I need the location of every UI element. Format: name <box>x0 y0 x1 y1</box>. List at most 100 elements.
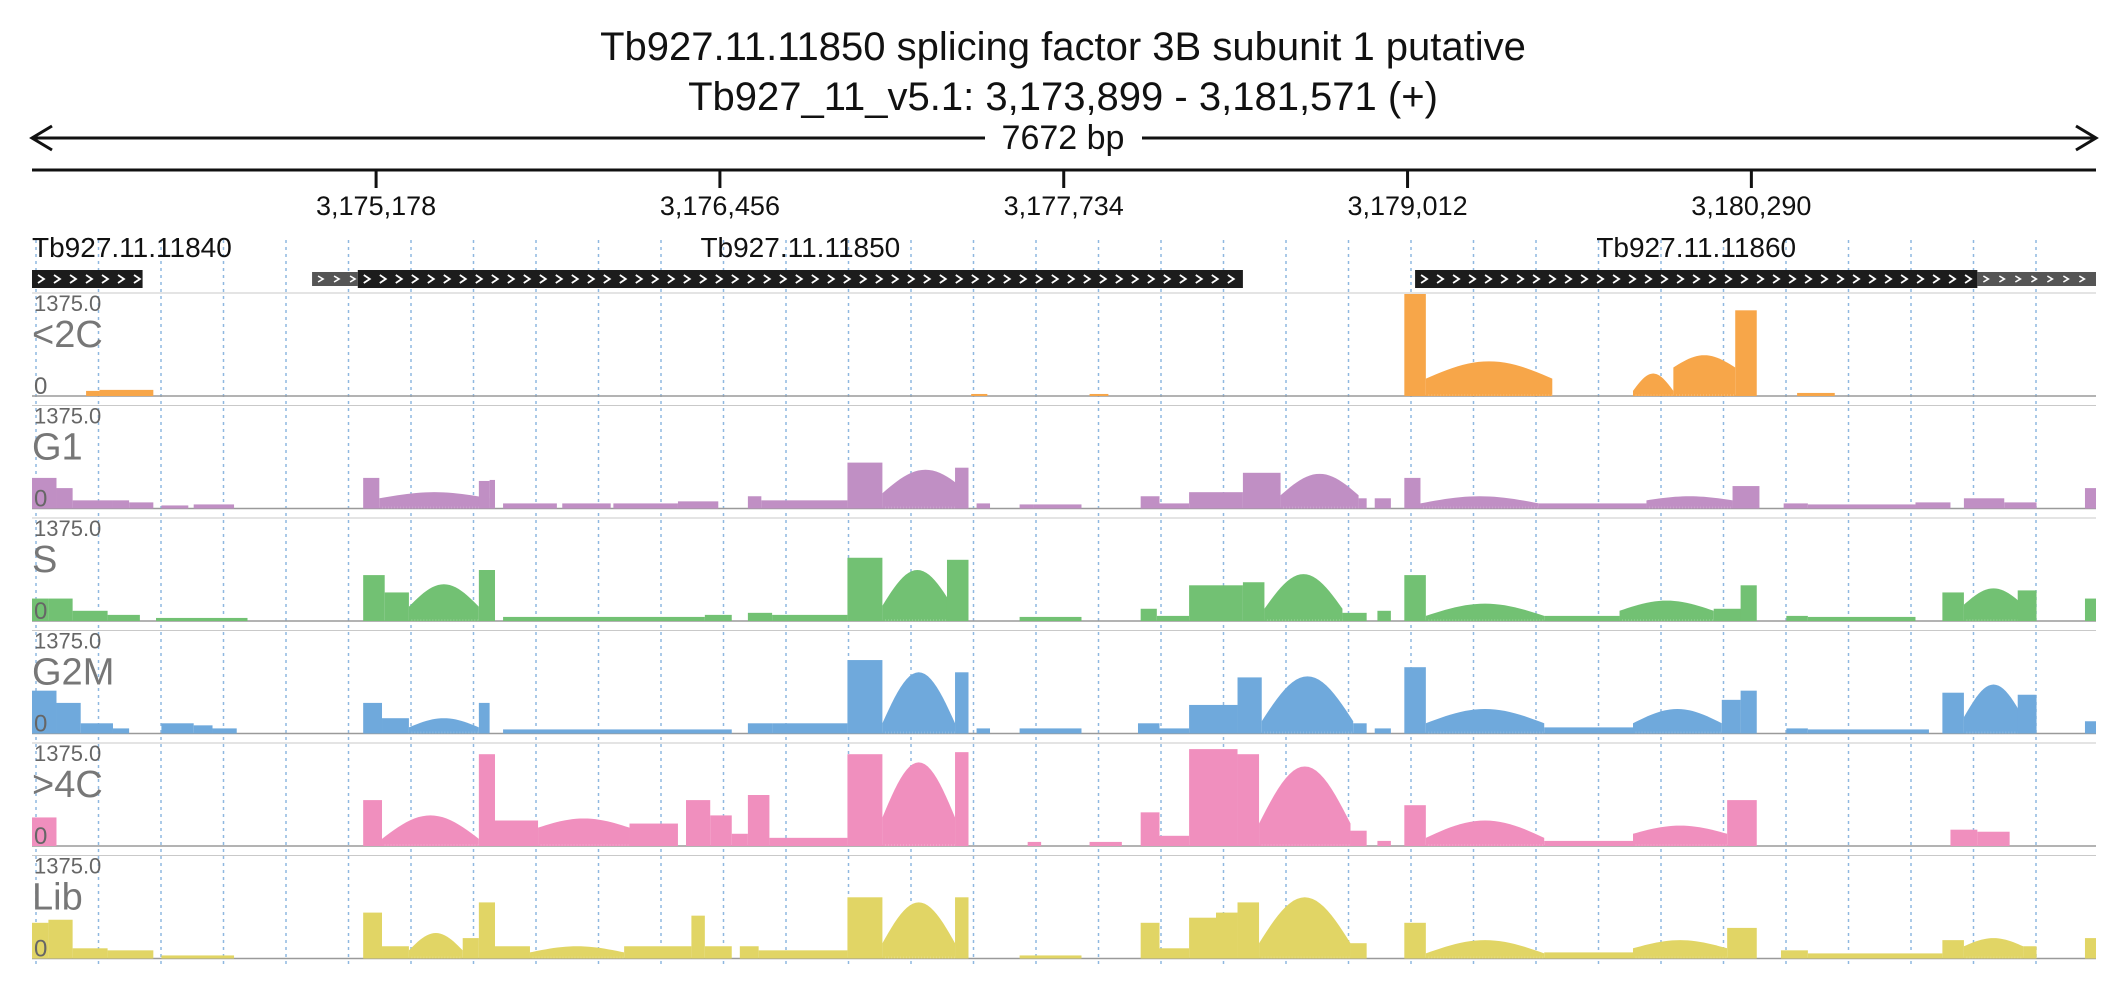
strand-arrow <box>1580 274 1589 284</box>
track-name: Lib <box>32 877 83 919</box>
coverage-bar <box>1156 615 1190 621</box>
strand-arrow <box>69 274 78 284</box>
strand-arrow <box>555 274 564 284</box>
coverage-bar <box>1950 829 1978 846</box>
strand-arrow <box>1868 274 1877 284</box>
strand-arrow <box>1900 274 1909 284</box>
coverage-bar <box>56 488 73 509</box>
coverage-bar <box>1137 723 1160 734</box>
strand-arrow <box>1884 274 1893 284</box>
coverage-bar <box>1019 616 1082 621</box>
strand-arrow <box>1772 274 1781 284</box>
coverage-area <box>408 584 479 621</box>
coverage-bar <box>772 614 848 621</box>
strand-arrow <box>1115 274 1124 284</box>
strand-arrow <box>1916 274 1925 284</box>
coverage-bar <box>212 728 237 734</box>
strand-arrow <box>1676 274 1685 284</box>
coverage-bar <box>2084 598 2096 621</box>
coverage-area <box>1673 355 1736 396</box>
coverage-bar <box>1342 612 1367 621</box>
coverage-bar <box>462 938 479 959</box>
coverage-bar <box>955 752 969 846</box>
coverage-bar <box>710 815 732 846</box>
plot-title: Tb927.11.11850 splicing factor 3B subuni… <box>600 25 1526 69</box>
coverage-bar <box>1242 472 1281 509</box>
track-name: G2M <box>32 652 114 694</box>
strand-arrow <box>971 274 980 284</box>
coverage-bar <box>1374 728 1391 734</box>
coverage-bar <box>1786 728 1808 734</box>
strand-arrow <box>1740 274 1749 284</box>
coverage-bar <box>99 389 154 396</box>
coverage-area <box>1646 496 1733 509</box>
coverage-bar <box>503 616 705 621</box>
coverage-bar <box>758 950 848 959</box>
strand-arrow <box>1948 274 1957 284</box>
coverage-bar <box>677 501 719 509</box>
coverage-bar <box>971 393 988 396</box>
strand-arrow <box>1083 274 1092 284</box>
coverage-bar <box>2017 694 2037 734</box>
coverage-bar <box>80 723 113 734</box>
coverage-bar <box>1404 575 1426 621</box>
coverage-bar <box>955 897 969 959</box>
track-scale-max: 1375.0 <box>34 291 101 316</box>
strand-arrow <box>651 274 660 284</box>
track-name: G1 <box>32 427 83 469</box>
gene-body <box>32 270 143 288</box>
coverage-bar <box>1538 503 1647 509</box>
strand-arrow <box>2062 275 2070 283</box>
coverage-bar <box>503 729 732 734</box>
coverage-bar <box>1404 477 1421 509</box>
strand-arrow <box>37 274 46 284</box>
coverage-bar <box>847 557 883 621</box>
coverage-bar <box>1544 727 1633 734</box>
track-name: >4C <box>32 764 103 806</box>
coverage-bar <box>739 946 759 959</box>
strand-arrow <box>1724 274 1733 284</box>
track-name: S <box>32 539 57 581</box>
coverage-bar <box>761 500 848 509</box>
coverage-bar <box>112 500 130 509</box>
coverage-bar <box>1350 830 1367 846</box>
coverage-bar <box>1942 692 1964 734</box>
tick-label: 3,180,290 <box>1691 191 1811 221</box>
coverage-bar <box>976 503 991 509</box>
coverage-bar <box>747 795 770 846</box>
strand-arrow <box>101 274 110 284</box>
coverage-bar <box>955 672 969 734</box>
track-scale-max: 1375.0 <box>34 404 101 429</box>
strand-arrow <box>1596 274 1605 284</box>
track-name: <2C <box>32 314 103 356</box>
coverage-bar <box>1189 917 1217 959</box>
tick-label: 3,177,734 <box>1004 191 1124 221</box>
coverage-bar <box>1033 504 1082 509</box>
strand-arrow <box>1179 274 1188 284</box>
coverage-area <box>1425 603 1545 621</box>
strand-arrow <box>715 274 724 284</box>
strand-arrow <box>1660 274 1669 284</box>
track-scale-min: 0 <box>34 711 47 738</box>
strand-arrow <box>1548 274 1557 284</box>
strand-arrow <box>539 274 548 284</box>
strand-arrow <box>349 275 357 283</box>
coverage-bar <box>495 946 530 959</box>
coverage-bar <box>107 950 154 959</box>
strand-arrow <box>1484 274 1493 284</box>
strand-arrow <box>443 274 452 284</box>
coverage-bar <box>1404 805 1426 846</box>
coverage-area <box>1425 940 1545 959</box>
strand-arrow <box>85 274 94 284</box>
track-scale-min: 0 <box>34 486 47 513</box>
strand-arrow <box>1532 274 1541 284</box>
coverage-area <box>408 718 479 734</box>
strand-arrow <box>843 274 852 284</box>
strand-arrow <box>317 275 325 283</box>
coverage-bar <box>1735 310 1757 396</box>
coverage-bar <box>1140 812 1160 846</box>
coverage-area <box>1259 897 1351 959</box>
coverage-bar <box>1807 504 1916 509</box>
tick-label: 3,179,012 <box>1347 191 1467 221</box>
coverage-bar <box>1189 704 1238 734</box>
